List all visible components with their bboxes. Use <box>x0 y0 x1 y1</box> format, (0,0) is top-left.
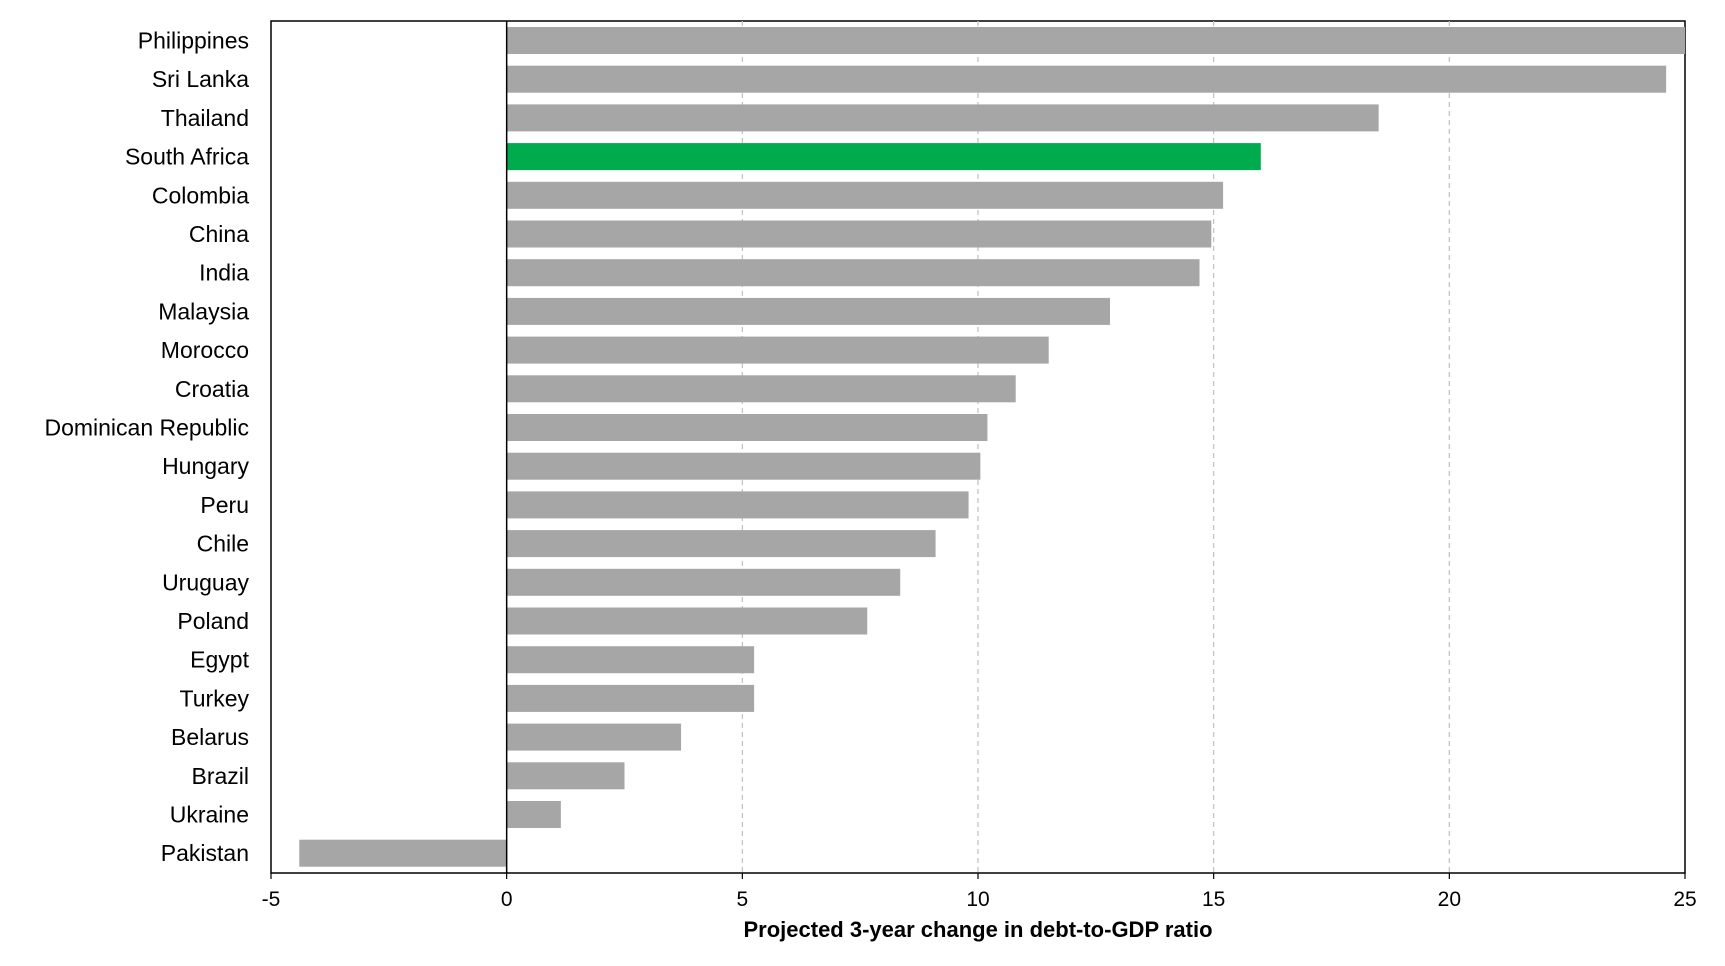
category-label: Philippines <box>138 28 249 54</box>
x-tick-label: -5 <box>262 888 281 911</box>
category-labels: Philippines Sri Lanka Thailand South Africa… <box>44 28 249 867</box>
bar-india <box>506 259 1200 287</box>
category-label: Sri Lanka <box>152 66 249 92</box>
bar-pakistan <box>299 839 507 867</box>
bar-uruguay <box>506 568 901 596</box>
bar-china <box>506 220 1212 248</box>
bar-chile <box>506 530 936 558</box>
x-tick-label: 0 <box>501 888 513 911</box>
category-label: Chile <box>197 531 249 557</box>
category-label: India <box>199 260 249 286</box>
category-label: Egypt <box>190 647 249 673</box>
category-label: Peru <box>200 492 249 518</box>
bar-brazil <box>506 762 625 790</box>
bars <box>299 27 1686 867</box>
bar-dominican-republic <box>506 414 988 441</box>
bar-croatia <box>506 375 1016 403</box>
bar-malaysia <box>506 297 1110 325</box>
category-label: Brazil <box>191 763 249 789</box>
x-tick-label: 5 <box>736 888 748 911</box>
category-label: Belarus <box>171 724 249 750</box>
x-tick-label: 25 <box>1673 888 1696 911</box>
category-label: Ukraine <box>170 802 249 828</box>
category-label: Poland <box>177 608 249 634</box>
category-label: Turkey <box>180 685 250 711</box>
bar-morocco <box>506 336 1049 364</box>
bar-colombia <box>506 181 1224 209</box>
bar-peru <box>506 491 969 519</box>
category-label: Morocco <box>161 337 249 363</box>
bar-sri-lanka <box>506 65 1667 93</box>
bar-egypt <box>506 646 755 674</box>
category-label: South Africa <box>125 144 249 170</box>
category-label: Uruguay <box>162 569 249 595</box>
bar-thailand <box>506 104 1379 132</box>
bar-philippines <box>506 27 1686 54</box>
bar-south-africa <box>506 143 1261 171</box>
x-axis-ticks: -5 0 5 10 15 20 25 <box>262 873 1697 911</box>
bar-hungary <box>506 452 981 480</box>
category-label: Hungary <box>162 453 249 479</box>
category-label: Dominican Republic <box>44 415 249 441</box>
x-tick-label: 20 <box>1438 888 1461 911</box>
bar-poland <box>506 607 868 635</box>
category-label: Croatia <box>175 376 249 402</box>
x-tick-label: 10 <box>966 888 989 911</box>
gridlines <box>741 21 1450 873</box>
bar-belarus <box>506 723 682 751</box>
bar-ukraine <box>506 801 561 828</box>
bar-turkey <box>506 684 755 712</box>
x-axis-title: Projected 3-year change in debt-to-GDP r… <box>743 917 1212 942</box>
category-label: China <box>189 221 249 247</box>
category-label: Malaysia <box>158 298 249 324</box>
category-label: Thailand <box>161 105 249 131</box>
category-label: Colombia <box>152 182 249 208</box>
x-tick-label: 15 <box>1202 888 1225 911</box>
category-label: Pakistan <box>161 840 249 866</box>
